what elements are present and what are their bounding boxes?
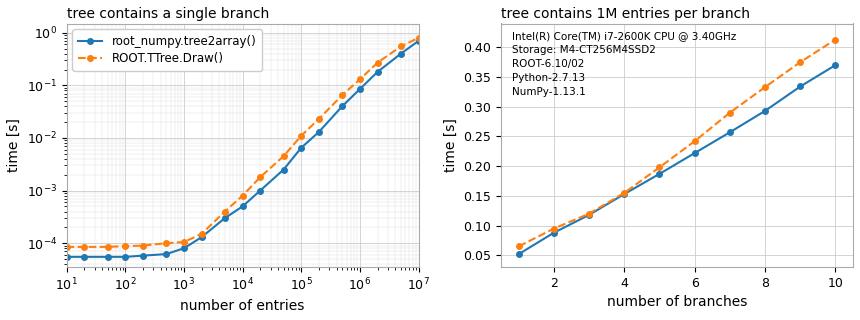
root_numpy.tree2array() — [314, 130, 324, 134]
ROOT.TTree.Draw() — [396, 44, 406, 48]
ROOT.TTree.Draw() — [296, 134, 306, 138]
root_numpy.tree2array() — [61, 255, 71, 259]
root_numpy.tree2array() — [102, 255, 113, 259]
root_numpy.tree2array() — [237, 204, 248, 208]
Y-axis label: time [s]: time [s] — [7, 118, 21, 172]
root_numpy.tree2array() — [219, 216, 230, 220]
root_numpy.tree2array() — [255, 189, 266, 193]
ROOT.TTree.Draw() — [279, 154, 289, 158]
root_numpy.tree2array() — [161, 252, 171, 256]
ROOT.TTree.Draw() — [120, 244, 131, 248]
ROOT.TTree.Draw() — [138, 244, 148, 247]
root_numpy.tree2array() — [354, 87, 365, 91]
root_numpy.tree2array() — [79, 255, 89, 259]
ROOT.TTree.Draw() — [179, 240, 189, 244]
root_numpy.tree2array() — [372, 70, 383, 74]
Text: Intel(R) Core(TM) i7-2600K CPU @ 3.40GHz
Storage: M4-CT256M4SSD2
ROOT-6.10/02
Py: Intel(R) Core(TM) i7-2600K CPU @ 3.40GHz… — [512, 31, 736, 97]
root_numpy.tree2array() — [120, 255, 131, 259]
ROOT.TTree.Draw() — [414, 36, 424, 40]
ROOT.TTree.Draw() — [196, 232, 206, 236]
root_numpy.tree2array() — [396, 52, 406, 56]
ROOT.TTree.Draw() — [161, 241, 171, 245]
root_numpy.tree2array() — [138, 254, 148, 258]
Y-axis label: time [s]: time [s] — [444, 118, 458, 172]
ROOT.TTree.Draw() — [354, 77, 365, 81]
ROOT.TTree.Draw() — [79, 245, 89, 249]
ROOT.TTree.Draw() — [61, 245, 71, 249]
ROOT.TTree.Draw() — [372, 61, 383, 65]
X-axis label: number of branches: number of branches — [607, 295, 747, 309]
ROOT.TTree.Draw() — [237, 194, 248, 198]
Text: tree contains a single branch: tree contains a single branch — [66, 7, 269, 21]
root_numpy.tree2array() — [196, 235, 206, 239]
root_numpy.tree2array() — [279, 168, 289, 172]
root_numpy.tree2array() — [296, 146, 306, 150]
ROOT.TTree.Draw() — [314, 117, 324, 121]
Text: tree contains 1M entries per branch: tree contains 1M entries per branch — [501, 7, 750, 21]
ROOT.TTree.Draw() — [219, 210, 230, 213]
root_numpy.tree2array() — [337, 104, 347, 108]
Legend: root_numpy.tree2array(), ROOT.TTree.Draw(): root_numpy.tree2array(), ROOT.TTree.Draw… — [72, 29, 262, 71]
root_numpy.tree2array() — [414, 39, 424, 43]
ROOT.TTree.Draw() — [337, 93, 347, 97]
X-axis label: number of entries: number of entries — [181, 299, 304, 313]
Line: root_numpy.tree2array(): root_numpy.tree2array() — [64, 38, 421, 260]
Line: ROOT.TTree.Draw(): ROOT.TTree.Draw() — [64, 35, 421, 250]
ROOT.TTree.Draw() — [102, 245, 113, 249]
ROOT.TTree.Draw() — [255, 175, 266, 179]
root_numpy.tree2array() — [179, 246, 189, 250]
